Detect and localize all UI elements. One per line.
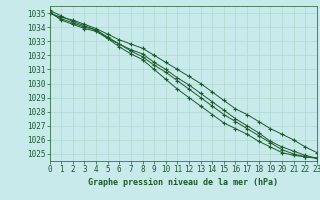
X-axis label: Graphe pression niveau de la mer (hPa): Graphe pression niveau de la mer (hPa) bbox=[88, 178, 278, 187]
